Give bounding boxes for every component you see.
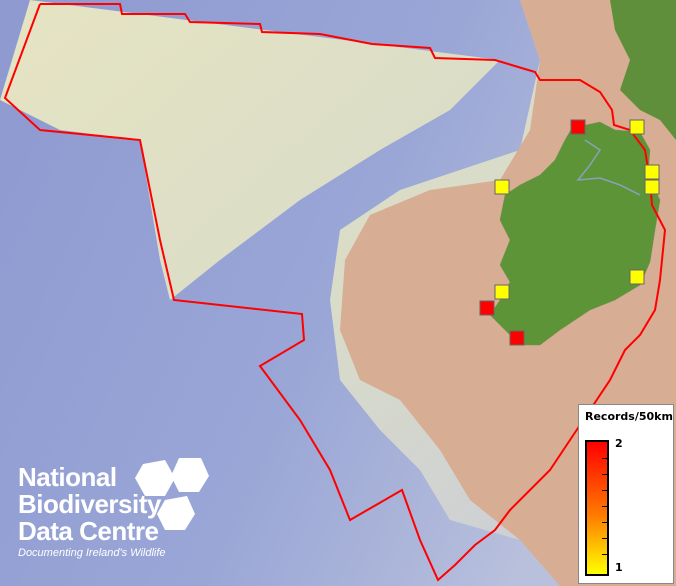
legend-max-label: 2 xyxy=(615,437,623,450)
britain-land xyxy=(610,0,676,140)
record-square[interactable] xyxy=(629,119,645,135)
record-square[interactable] xyxy=(570,119,586,135)
logo-line3: Data Centre xyxy=(18,516,159,546)
logo-line1: National xyxy=(18,462,117,492)
study-boundary xyxy=(3,3,667,582)
logo-line2: Biodiversity xyxy=(18,489,161,519)
logo-tagline: Documenting Ireland's Wildlife xyxy=(18,547,166,559)
ireland-land xyxy=(489,121,661,346)
record-square[interactable] xyxy=(494,284,510,300)
logo-hexagon-icon xyxy=(135,458,209,530)
record-square[interactable] xyxy=(644,179,660,195)
record-square[interactable] xyxy=(479,300,495,316)
color-ramp xyxy=(585,440,609,576)
record-square[interactable] xyxy=(509,330,525,346)
record-square[interactable] xyxy=(644,164,660,180)
legend-min-label: 1 xyxy=(615,561,623,574)
legend-title: Records/50km xyxy=(585,410,673,423)
nbdc-logo: National Biodiversity Data Centre Docume… xyxy=(18,458,209,559)
ni-border xyxy=(576,139,641,196)
legend: Records/50km 2 1 xyxy=(578,404,674,584)
record-square[interactable] xyxy=(494,179,510,195)
record-squares xyxy=(479,119,660,346)
record-square[interactable] xyxy=(629,269,645,285)
